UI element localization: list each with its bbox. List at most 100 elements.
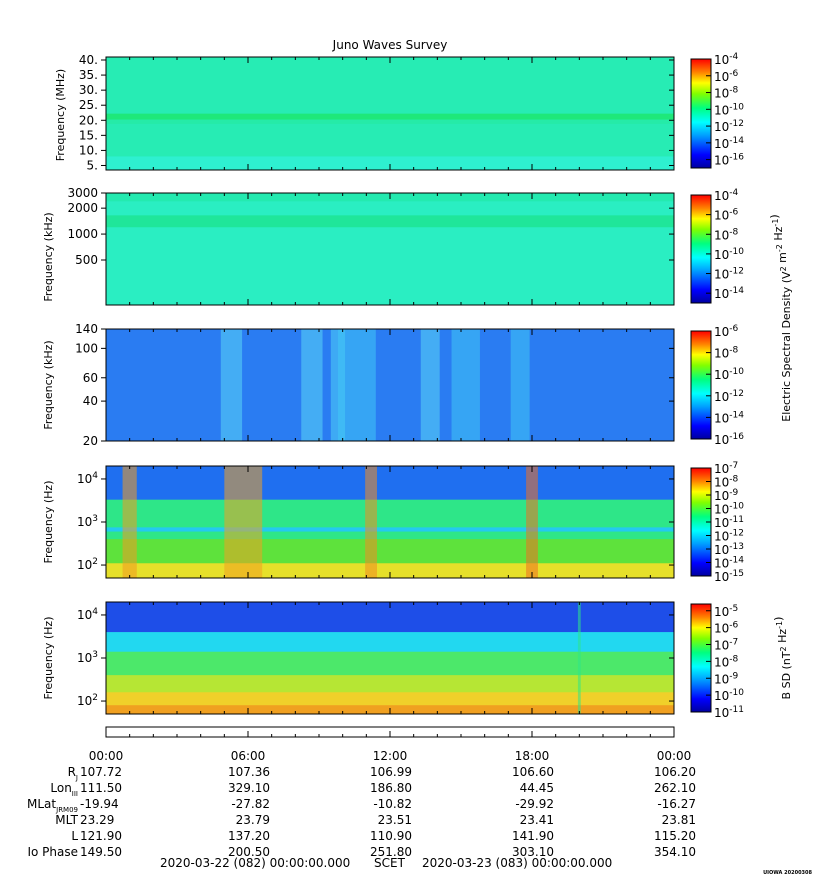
ephemeris-value: 23.41 bbox=[520, 813, 554, 827]
scet-end: 2020-03-23 (083) 00:00:00.000 bbox=[422, 856, 612, 870]
ephemeris-value: 149.50 bbox=[80, 845, 122, 859]
spectrogram-image bbox=[106, 193, 674, 305]
y-tick-label: 30. bbox=[79, 83, 98, 97]
time-tick-label: 00:00 bbox=[89, 749, 124, 763]
colorbar-tick-label: 10-8 bbox=[714, 475, 739, 490]
y-tick-label: 100 bbox=[75, 341, 98, 355]
colorbar-scale bbox=[690, 330, 712, 440]
y-tick-label: 40. bbox=[79, 53, 98, 67]
y-tick-label: 500 bbox=[75, 253, 98, 267]
colorbar-tick-label: 10-14 bbox=[714, 286, 744, 301]
colorbar-tick-label: 10-4 bbox=[714, 188, 739, 203]
spectrogram-band-2 bbox=[106, 527, 674, 532]
spectrogram-burst-6 bbox=[510, 329, 530, 441]
spectrogram-panels: 5.10.15.20.25.30.35.40. Frequency (MHz) 10… bbox=[42, 52, 793, 720]
ephemeris-value: -10.82 bbox=[373, 797, 412, 811]
y-tick-label: 102 bbox=[77, 693, 98, 708]
y-tick-label: 5. bbox=[87, 158, 98, 172]
ephemeris-value: 186.80 bbox=[370, 781, 412, 795]
ephemeris-value: 329.10 bbox=[228, 781, 270, 795]
ephemeris-value: 23.79 bbox=[236, 813, 270, 827]
spectrogram-band-0 bbox=[106, 193, 674, 305]
colorbar-tick-label: 10-10 bbox=[714, 247, 744, 262]
colorbar-tick-label: 10-7 bbox=[714, 461, 738, 476]
ephemeris-value: 106.20 bbox=[654, 765, 696, 779]
colorbar-tick-label: 10-4 bbox=[714, 52, 739, 67]
y-tick-label: 1000 bbox=[67, 227, 98, 241]
y-axis-label: Frequency (Hz) bbox=[42, 617, 55, 700]
y-tick-label: 60 bbox=[83, 371, 98, 385]
colorbar-tick-label: 10-12 bbox=[714, 119, 744, 134]
y-tick-label: 102 bbox=[77, 557, 98, 572]
spectrogram-band-0 bbox=[106, 57, 674, 170]
spectrogram-band-2 bbox=[106, 113, 674, 120]
time-tick-label: 12:00 bbox=[373, 749, 408, 763]
spectrogram-band-1 bbox=[106, 215, 674, 228]
spectrogram-burst-3 bbox=[337, 329, 376, 441]
ephemeris-label: Io Phase bbox=[27, 845, 78, 859]
spectrogram-band-0 bbox=[106, 329, 674, 441]
colorbar-tick-label: 10-8 bbox=[714, 346, 739, 361]
colorbar: 10-4 10-6 10-8 10-10 10-12 10-14 bbox=[690, 188, 744, 304]
ephemeris-value: 200.50 bbox=[228, 845, 270, 859]
colorbar-tick-label: 10-11 bbox=[714, 705, 744, 720]
colorbar-scale bbox=[690, 603, 712, 713]
y-tick-label: 25. bbox=[79, 98, 98, 112]
colorbar-tick-label: 10-7 bbox=[714, 638, 738, 653]
colorbar-tick-label: 10-10 bbox=[714, 502, 744, 517]
colorbar: 10-4 10-6 10-810-10 10-12 10-14 10-16 bbox=[690, 52, 744, 169]
y-tick-label: 40 bbox=[83, 394, 98, 408]
ephemeris-value: -27.82 bbox=[231, 797, 270, 811]
spectrogram-image bbox=[106, 466, 674, 578]
ephemeris-value: 107.36 bbox=[228, 765, 270, 779]
spectrogram-image bbox=[106, 329, 674, 441]
colorbar-tick-label: 10-16 bbox=[714, 153, 744, 168]
colorbar-tick-label: 10-14 bbox=[714, 410, 744, 425]
ephemeris-label: MLatJRM09 bbox=[27, 797, 78, 814]
panel-lfr-high: 20 40 60 100 140 Frequency (kHz) 10-6 10-8 10-10… bbox=[42, 214, 793, 448]
colorbar: 10-710-810-910-1010-1110-1210-1310-1410-… bbox=[690, 461, 744, 584]
colorbar-label: Electric Spectral Density (V2 m-2 Hz-1) bbox=[768, 214, 793, 421]
ephemeris-value: 23.51 bbox=[378, 813, 412, 827]
ephemeris-value: 251.80 bbox=[370, 845, 412, 859]
colorbar-label: B SD (nT2 Hz-1) bbox=[772, 617, 793, 700]
ephemeris-value: -29.92 bbox=[515, 797, 554, 811]
spectrogram-burst-1 bbox=[301, 329, 323, 441]
colorbar-tick-label: 10-9 bbox=[714, 671, 739, 686]
colorbar-tick-label: 10-14 bbox=[714, 556, 744, 571]
colorbar-tick-label: 10-10 bbox=[714, 367, 744, 382]
panel-lfr-low: 102 103 104 Frequency (Hz) 10-710-810-910-10… bbox=[42, 461, 744, 584]
colorbar-tick-label: 10-6 bbox=[714, 621, 739, 636]
time-axis: 00:00 06:00 12:00 18:00 00:00 bbox=[89, 726, 692, 763]
colorbar-tick-label: 10-8 bbox=[714, 227, 739, 242]
colorbar-tick-label: 10-6 bbox=[714, 324, 739, 339]
colorbar-tick-label: 10-6 bbox=[714, 208, 739, 223]
ephemeris-value: 354.10 bbox=[654, 845, 696, 859]
y-tick-label: 104 bbox=[77, 471, 98, 486]
colorbar-tick-label: 10-12 bbox=[714, 529, 744, 544]
ephemeris-value: 23.81 bbox=[662, 813, 696, 827]
ephemeris-label: L bbox=[71, 829, 78, 843]
ephemeris-value: 111.50 bbox=[80, 781, 122, 795]
time-tick-label: 00:00 bbox=[657, 749, 692, 763]
y-tick-label: 3000 bbox=[67, 186, 98, 200]
colorbar-tick-label: 10-6 bbox=[714, 69, 739, 84]
spectrogram-image bbox=[106, 602, 674, 714]
spectrogram-burst-2 bbox=[365, 466, 377, 578]
time-tick-label: 06:00 bbox=[231, 749, 266, 763]
colorbar-tick-label: 10-15 bbox=[714, 569, 744, 584]
ephemeris-label: LonIII bbox=[50, 781, 78, 798]
spectrogram-burst-1 bbox=[224, 466, 263, 578]
ephemeris-value: 115.20 bbox=[654, 829, 696, 843]
y-tick-label: 20. bbox=[79, 113, 98, 127]
spectrogram-burst-5 bbox=[451, 329, 480, 441]
y-tick-label: 104 bbox=[77, 607, 98, 622]
panel-hfwbr: 5.10.15.20.25.30.35.40. Frequency (MHz) 10… bbox=[54, 52, 744, 172]
ephemeris-value: 110.90 bbox=[370, 829, 412, 843]
footer-mark: UIOWA 20200308 bbox=[763, 870, 812, 876]
ephemeris-value: 106.99 bbox=[370, 765, 412, 779]
